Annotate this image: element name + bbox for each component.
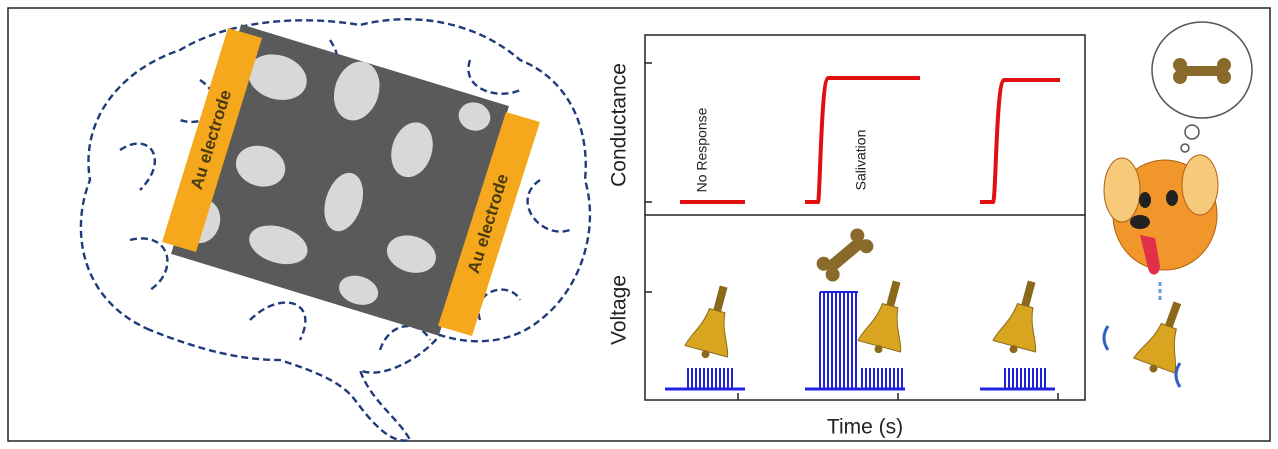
y-axis-label: Voltage <box>608 275 631 345</box>
annotation: No Response <box>694 107 710 192</box>
annotation: Salivation <box>853 130 869 191</box>
y-axis-label: Conductance <box>608 63 631 187</box>
figure: Au electrode Au electrode Conductance Vo… <box>0 0 1278 449</box>
x-axis-label: Time (s) <box>827 416 903 439</box>
